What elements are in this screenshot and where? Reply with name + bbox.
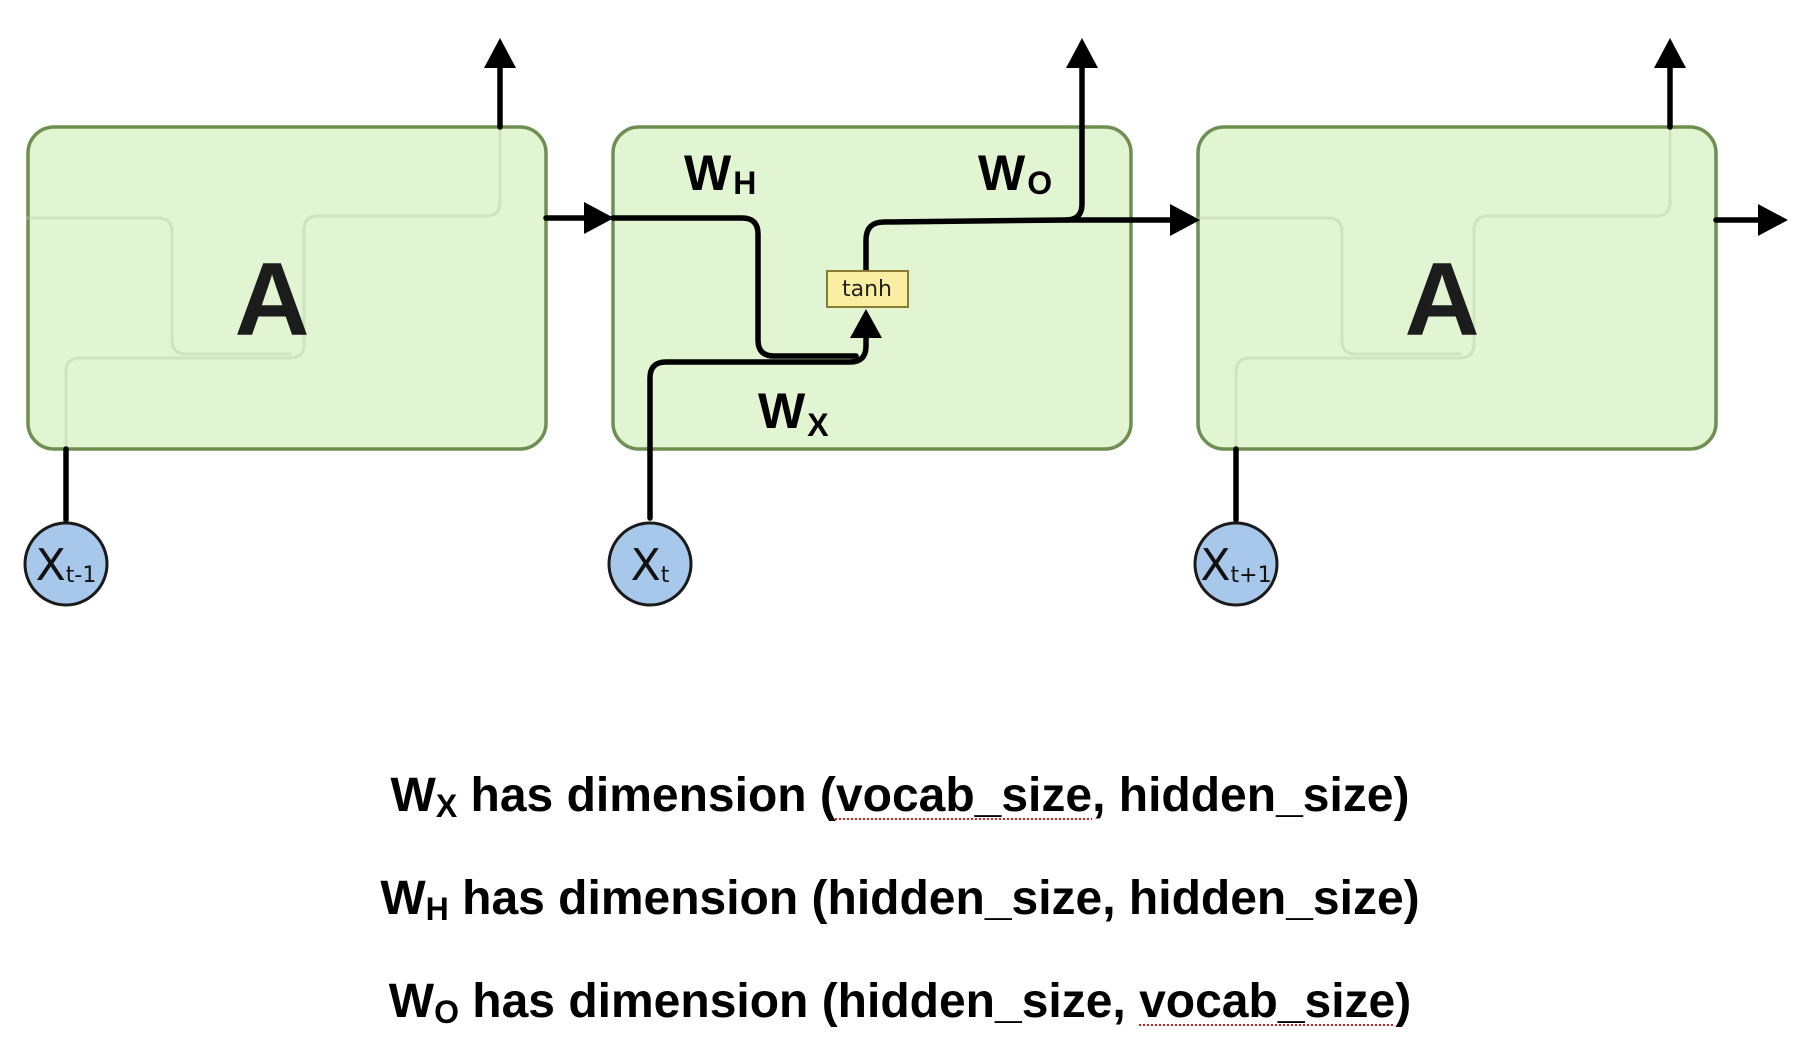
rnn-cell-left: A xyxy=(26,125,548,462)
merge-arrowhead xyxy=(850,309,882,338)
weight-wh-sub: H xyxy=(733,165,756,201)
cell-left-box xyxy=(26,125,548,451)
cell-right-inner-flow-2 xyxy=(1234,128,1672,462)
weight-label-wh: WH xyxy=(684,145,756,201)
caption-wo-w: W xyxy=(388,975,435,1028)
cell-right-label: A xyxy=(1404,242,1479,358)
right-hidden-out-arrowhead xyxy=(1758,204,1788,236)
hidden-left-to-middle-arrowhead xyxy=(584,202,614,234)
weight-label-wx: WX xyxy=(758,383,829,443)
weight-wx-main: W xyxy=(758,383,806,439)
input-node-next-circle xyxy=(1193,521,1279,607)
caption-wx-mid: , hidden_size xyxy=(1092,769,1394,822)
connections xyxy=(63,38,1788,523)
input-node-next-label: Xt+1 xyxy=(1200,540,1271,591)
left-output-arrowhead xyxy=(484,38,516,68)
input-node-current: Xt xyxy=(607,521,693,607)
middle-output-arrowhead xyxy=(1066,38,1098,68)
rnn-cell-right: A xyxy=(1196,125,1718,462)
input-node-prev-label: Xt-1 xyxy=(36,540,97,591)
wo-path xyxy=(863,63,1085,273)
right-output-arrowhead xyxy=(1654,38,1686,68)
cell-right-inner-flow xyxy=(1196,216,1462,356)
weight-wx-sub: X xyxy=(807,407,829,443)
caption-wx-vocab-size: vocab_size xyxy=(835,769,1093,822)
input-prev-sub: t-1 xyxy=(66,563,97,588)
input-node-current-circle xyxy=(607,521,693,607)
caption-wx-w: W xyxy=(390,769,436,822)
caption-wo-vocab-size: vocab_size xyxy=(1139,975,1396,1028)
cell-left-label: A xyxy=(234,242,309,358)
tanh-activation: tanh xyxy=(826,270,909,308)
input-next-x: X xyxy=(1200,540,1230,591)
wx-path xyxy=(647,332,869,521)
caption-wx-post: ) xyxy=(1393,769,1410,822)
tanh-box xyxy=(826,270,909,308)
input-next-sub: t+1 xyxy=(1231,563,1272,588)
input-node-prev-circle xyxy=(23,521,109,607)
input-node-current-label: Xt xyxy=(631,540,670,591)
hidden-middle-to-right-arrowhead xyxy=(1170,204,1200,236)
caption-wh-w: W xyxy=(380,872,426,925)
caption-wh-text: has dimension (hidden_size, hidden_size) xyxy=(448,872,1420,925)
tanh-label: tanh xyxy=(842,277,892,302)
input-current-sub: t xyxy=(661,563,670,588)
cell-right-box xyxy=(1196,125,1718,451)
cell-left-inner-flow xyxy=(26,216,292,356)
input-node-next: Xt+1 xyxy=(1193,521,1279,607)
weight-wo-sub: O xyxy=(1027,165,1052,201)
caption-wx-pre: has dimension ( xyxy=(457,769,836,822)
caption-wo-dimension: WO has dimension (hidden_size, vocab_siz… xyxy=(0,974,1800,1034)
wh-path xyxy=(610,215,859,359)
weight-wo-main: W xyxy=(978,145,1026,201)
caption-wo-post: ) xyxy=(1395,975,1412,1028)
caption-wo-sub: O xyxy=(434,993,459,1030)
caption-wh-sub: H xyxy=(425,890,449,927)
input-prev-x: X xyxy=(36,540,66,591)
weight-label-wo: WO xyxy=(978,145,1052,201)
caption-wx-dimension: WX has dimension (vocab_size, hidden_siz… xyxy=(0,768,1800,828)
cell-left-inner-flow-2 xyxy=(64,128,502,462)
weight-wh-main: W xyxy=(684,145,732,201)
caption-wo-pre: has dimension (hidden_size, xyxy=(458,975,1140,1028)
caption-wh-dimension: WH has dimension (hidden_size, hidden_si… xyxy=(0,871,1800,931)
input-node-prev: Xt-1 xyxy=(23,521,109,607)
caption-wx-sub: X xyxy=(435,787,458,824)
input-current-x: X xyxy=(631,540,661,591)
